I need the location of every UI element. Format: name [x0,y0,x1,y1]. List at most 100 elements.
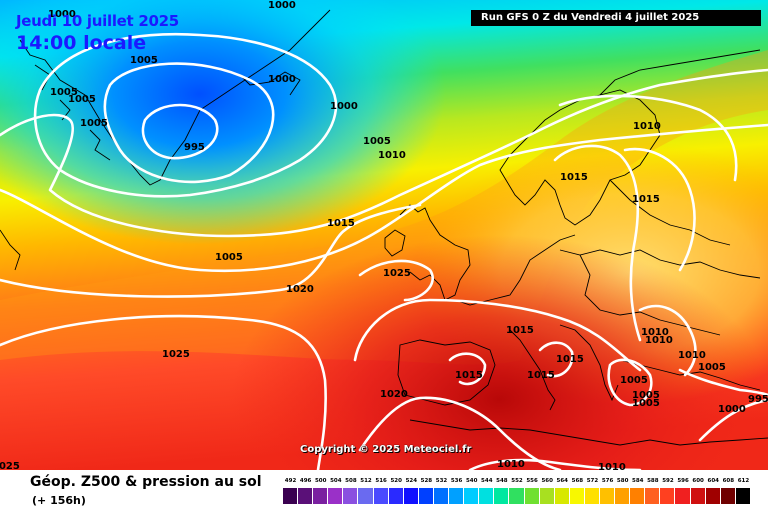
color-scale-value: 508 [345,478,357,484]
color-scale-swatch [630,488,646,504]
isobar-label: 1010 [678,350,706,361]
isobar-label: 1025 [0,461,20,470]
color-scale-swatch [735,488,751,504]
color-scale-value: 580 [616,478,629,484]
color-scale-value: 544 [481,478,493,484]
z500-color-scale: 492 496 500 504 508 512 516 520 524 528 532 536 540 5… [283,478,751,506]
isobars [0,33,768,470]
color-scale-value: 612 [737,478,750,484]
isobar-label: 1020 [286,284,314,295]
isobar-label: 1005 [363,136,391,147]
color-scale-value: 524 [405,478,418,484]
color-scale-labels: 492 496 500 504 508 512 516 520 524 528 532 536 540 5… [283,478,751,488]
isobar-label: 1020 [380,389,408,400]
isobar-label: 1015 [556,354,584,365]
legend-title: Géop. Z500 & pression au sol [30,474,262,490]
color-scale-swatch [539,488,555,504]
color-scale-swatch [343,488,359,504]
color-scale-swatch [615,488,631,504]
color-scale-swatch [509,488,525,504]
isobar-label: 1000 [268,0,296,11]
color-scale-swatch [283,488,299,504]
isobar-label: 995 [184,142,205,153]
color-scale-value: 604 [707,478,719,484]
color-scale-swatch [449,488,465,504]
color-scale-swatch [479,488,495,504]
color-scale-value: 560 [541,478,553,484]
isobar-label: 1015 [527,370,555,381]
color-scale-value: 552 [511,478,523,484]
isobar-label: 1000 [718,404,746,415]
color-scale-value: 576 [601,478,614,484]
forecast-date-label: Jeudi 10 juillet 2025 [16,12,179,30]
forecast-time-label: 14:00 locale [16,32,147,54]
color-scale-value: 608 [722,478,735,484]
isobar-label: 1015 [506,325,534,336]
color-scale-value: 556 [526,478,538,484]
color-scale-value: 528 [420,478,433,484]
color-scale-value: 532 [435,478,448,484]
isobar-label: 1010 [497,459,525,470]
color-scale-swatch [569,488,585,504]
isobar-label: 1015 [560,172,588,183]
isobar-label: 1000 [268,74,296,85]
color-scale-swatch [660,488,676,504]
isobar-label: 1010 [598,462,626,470]
isobar-label: 1015 [327,218,355,229]
color-scale-value: 600 [692,478,704,484]
color-scale-value: 536 [450,478,463,484]
color-scale-value: 512 [360,478,372,484]
color-scale-value: 496 [299,478,312,484]
color-scale-value: 564 [556,478,569,484]
color-scale-value: 520 [390,478,402,484]
color-scale-value: 592 [662,478,674,484]
copyright-label: Copyright © 2025 Meteociel.fr [300,444,472,455]
color-scale-swatch [403,488,419,504]
color-scale-value: 492 [284,478,297,484]
color-scale-swatch [599,488,616,504]
color-scale-swatch [645,488,661,504]
isobar-label: 1000 [48,9,76,20]
isobar-label: 1010 [641,327,669,338]
isobar-label: 1005 [620,375,648,386]
isobar-label: 1010 [378,150,406,161]
color-scale-swatch [494,488,510,504]
color-scale-swatch [675,488,691,504]
color-scale-bar [283,488,751,504]
isobar-label: 995 [748,394,768,405]
isobar-label: 1005 [632,398,660,409]
isobar-label: 1015 [455,370,483,381]
isobar-label: 1025 [162,349,190,360]
color-scale-value: 596 [677,478,689,484]
isobar-label: 1005 [632,390,660,401]
isobar-label: 1005 [130,55,158,66]
color-scale-swatch [298,488,314,504]
color-scale-swatch [705,488,721,504]
forecast-lead-time: (+ 156h) [32,494,86,507]
color-scale-swatch [554,488,570,504]
color-scale-swatch [584,488,600,504]
isobar-label: 1005 [68,94,96,105]
color-scale-swatch [418,488,434,504]
color-scale-swatch [388,488,404,504]
color-scale-value: 504 [330,478,342,484]
isobar-label: 1005 [698,362,726,373]
color-scale-value: 584 [632,478,644,484]
isobar-labels: 1000 1000 1005 1000 1005 1005 1005 1000 … [0,0,768,470]
color-scale-swatch [313,488,329,504]
isobar-label: 1010 [645,335,673,346]
color-scale-value: 516 [375,478,387,484]
color-scale-swatch [464,488,480,504]
color-scale-value: 548 [496,478,508,484]
isobar-label: 1015 [632,194,660,205]
color-scale-swatch [328,488,344,504]
isobar-label: 1005 [50,87,78,98]
isobar-label: 1010 [633,121,661,132]
color-scale-swatch [690,488,706,504]
color-scale-swatch [720,488,736,504]
isobar-label: 1025 [383,268,411,279]
isobar-label: 1000 [330,101,358,112]
color-scale-value: 572 [586,478,599,484]
color-scale-swatch [524,488,540,504]
